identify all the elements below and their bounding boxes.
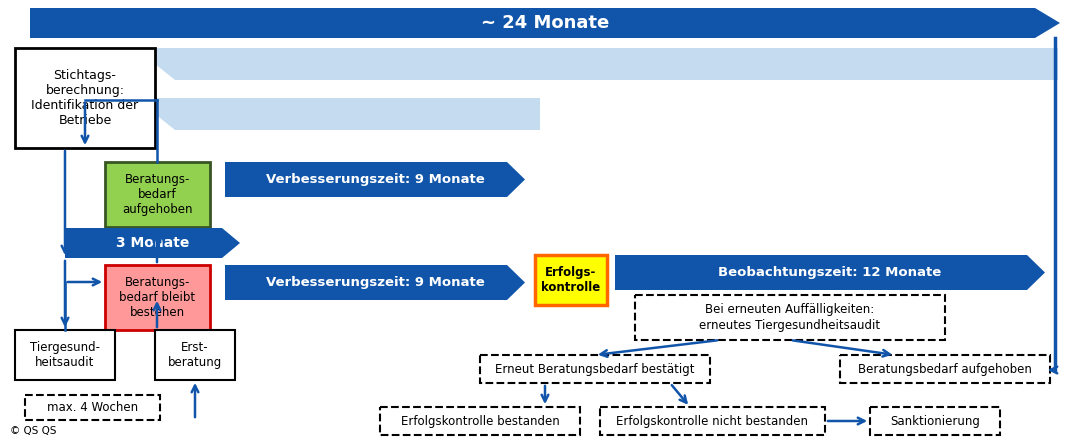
Polygon shape	[154, 98, 540, 130]
Polygon shape	[615, 255, 1044, 290]
FancyBboxPatch shape	[870, 407, 1000, 435]
Text: Beratungsbedarf aufgehoben: Beratungsbedarf aufgehoben	[858, 362, 1031, 376]
Text: ~ 24 Monate: ~ 24 Monate	[481, 14, 609, 32]
FancyBboxPatch shape	[15, 330, 115, 380]
FancyBboxPatch shape	[535, 255, 607, 305]
Polygon shape	[154, 48, 1058, 80]
Text: Verbesserungszeit: 9 Monate: Verbesserungszeit: 9 Monate	[265, 276, 484, 289]
Text: Tiergesund-
heitsaudit: Tiergesund- heitsaudit	[30, 341, 100, 369]
FancyBboxPatch shape	[15, 48, 154, 148]
Text: Erfolgs-
kontrolle: Erfolgs- kontrolle	[542, 266, 601, 294]
FancyBboxPatch shape	[25, 395, 160, 420]
Text: Stichtags-
berechnung:
Identifikation der
Betriebe: Stichtags- berechnung: Identifikation de…	[32, 69, 138, 127]
Text: Erst-
beratung: Erst- beratung	[168, 341, 222, 369]
FancyBboxPatch shape	[106, 162, 210, 227]
Polygon shape	[30, 8, 1060, 38]
Text: Erneut Beratungsbedarf bestätigt: Erneut Beratungsbedarf bestätigt	[495, 362, 695, 376]
FancyBboxPatch shape	[380, 407, 580, 435]
Text: Erfolgskontrolle nicht bestanden: Erfolgskontrolle nicht bestanden	[617, 415, 808, 427]
FancyBboxPatch shape	[840, 355, 1050, 383]
Text: © QS QS: © QS QS	[10, 426, 57, 436]
FancyBboxPatch shape	[106, 265, 210, 330]
Text: Erfolgskontrolle bestanden: Erfolgskontrolle bestanden	[400, 415, 559, 427]
Text: Beratungs-
bedarf bleibt
bestehen: Beratungs- bedarf bleibt bestehen	[120, 276, 196, 319]
Polygon shape	[225, 265, 526, 300]
Text: max. 4 Wochen: max. 4 Wochen	[47, 401, 138, 414]
Text: Sanktionierung: Sanktionierung	[890, 415, 980, 427]
Text: Beobachtungszeit: 12 Monate: Beobachtungszeit: 12 Monate	[718, 266, 941, 279]
Text: Beratungs-
bedarf
aufgehoben: Beratungs- bedarf aufgehoben	[122, 173, 193, 216]
Text: Verbesserungszeit: 9 Monate: Verbesserungszeit: 9 Monate	[265, 173, 484, 186]
FancyBboxPatch shape	[635, 295, 945, 340]
Polygon shape	[65, 228, 240, 258]
FancyBboxPatch shape	[480, 355, 710, 383]
FancyBboxPatch shape	[154, 330, 235, 380]
Text: 3 Monate: 3 Monate	[115, 236, 189, 250]
Polygon shape	[225, 162, 526, 197]
FancyBboxPatch shape	[599, 407, 825, 435]
Text: Bei erneuten Auffälligkeiten:
erneutes Tiergesundheitsaudit: Bei erneuten Auffälligkeiten: erneutes T…	[700, 304, 880, 332]
